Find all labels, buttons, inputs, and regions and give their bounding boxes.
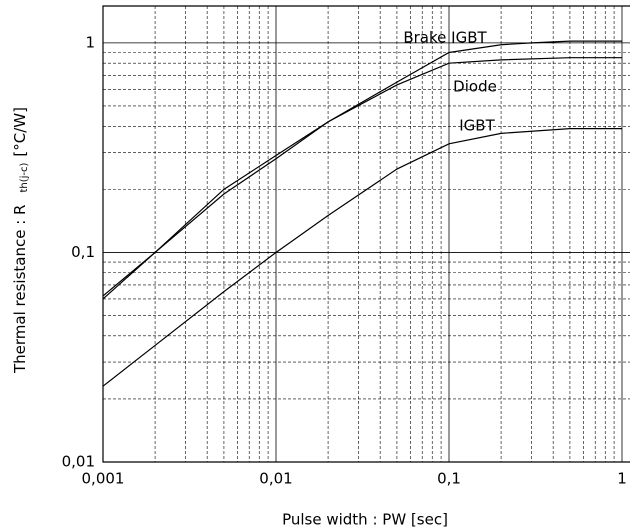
y-tick-label: 1 (85, 33, 95, 51)
x-tick-label: 1 (617, 470, 627, 488)
series-line (102, 40, 622, 300)
y-label-unit: [°C/W] (11, 107, 29, 157)
y-label-main: Thermal resistance : R (11, 205, 29, 374)
series-line (102, 57, 622, 297)
series-label: Diode (453, 78, 497, 96)
plot-frame (102, 5, 630, 463)
y-tick-label: 0,01 (62, 453, 95, 471)
y-label-sub: th(j-c) (19, 162, 30, 192)
x-tick-label: 0,1 (437, 470, 461, 488)
y-axis-label: Thermal resistance : R th(j-c) [°C/W] (11, 107, 31, 374)
series-label: Brake IGBT (403, 29, 487, 47)
series-label: IGBT (459, 117, 495, 135)
series-line (102, 127, 622, 387)
x-tick-label: 0,001 (82, 470, 125, 488)
x-axis-label: Pulse width : PW [sec] (282, 511, 448, 529)
y-tick-label: 0,1 (71, 243, 95, 261)
x-tick-label: 0,01 (259, 470, 292, 488)
